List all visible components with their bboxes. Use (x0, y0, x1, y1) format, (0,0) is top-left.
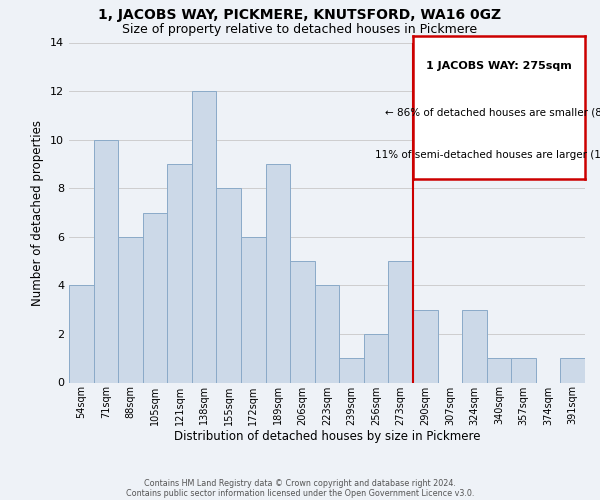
Bar (69, 286, 94, 382)
Bar (339, 358, 364, 382)
Bar (143, 212, 167, 382)
Y-axis label: Number of detached properties: Number of detached properties (31, 120, 44, 306)
Text: ← 86% of detached houses are smaller (83): ← 86% of detached houses are smaller (83… (385, 107, 600, 117)
Bar (462, 310, 487, 382)
Bar (315, 286, 339, 382)
Bar (290, 261, 315, 382)
Text: 11% of semi-detached houses are larger (11) →: 11% of semi-detached houses are larger (… (375, 150, 600, 160)
Text: 1 JACOBS WAY: 275sqm: 1 JACOBS WAY: 275sqm (426, 62, 572, 72)
Bar (560, 358, 585, 382)
Bar (364, 334, 388, 382)
Bar (413, 310, 437, 382)
Bar (266, 164, 290, 382)
Bar (487, 358, 511, 382)
Bar (241, 237, 266, 382)
Bar (217, 188, 241, 382)
Bar (192, 91, 217, 382)
Text: Contains HM Land Registry data © Crown copyright and database right 2024.: Contains HM Land Registry data © Crown c… (144, 478, 456, 488)
Bar (94, 140, 118, 382)
Text: Contains public sector information licensed under the Open Government Licence v3: Contains public sector information licen… (126, 488, 474, 498)
Bar (388, 261, 413, 382)
Text: Size of property relative to detached houses in Pickmere: Size of property relative to detached ho… (122, 22, 478, 36)
Bar (118, 237, 143, 382)
X-axis label: Distribution of detached houses by size in Pickmere: Distribution of detached houses by size … (174, 430, 480, 443)
Bar (167, 164, 192, 382)
Bar (511, 358, 536, 382)
Text: 1, JACOBS WAY, PICKMERE, KNUTSFORD, WA16 0GZ: 1, JACOBS WAY, PICKMERE, KNUTSFORD, WA16… (98, 8, 502, 22)
